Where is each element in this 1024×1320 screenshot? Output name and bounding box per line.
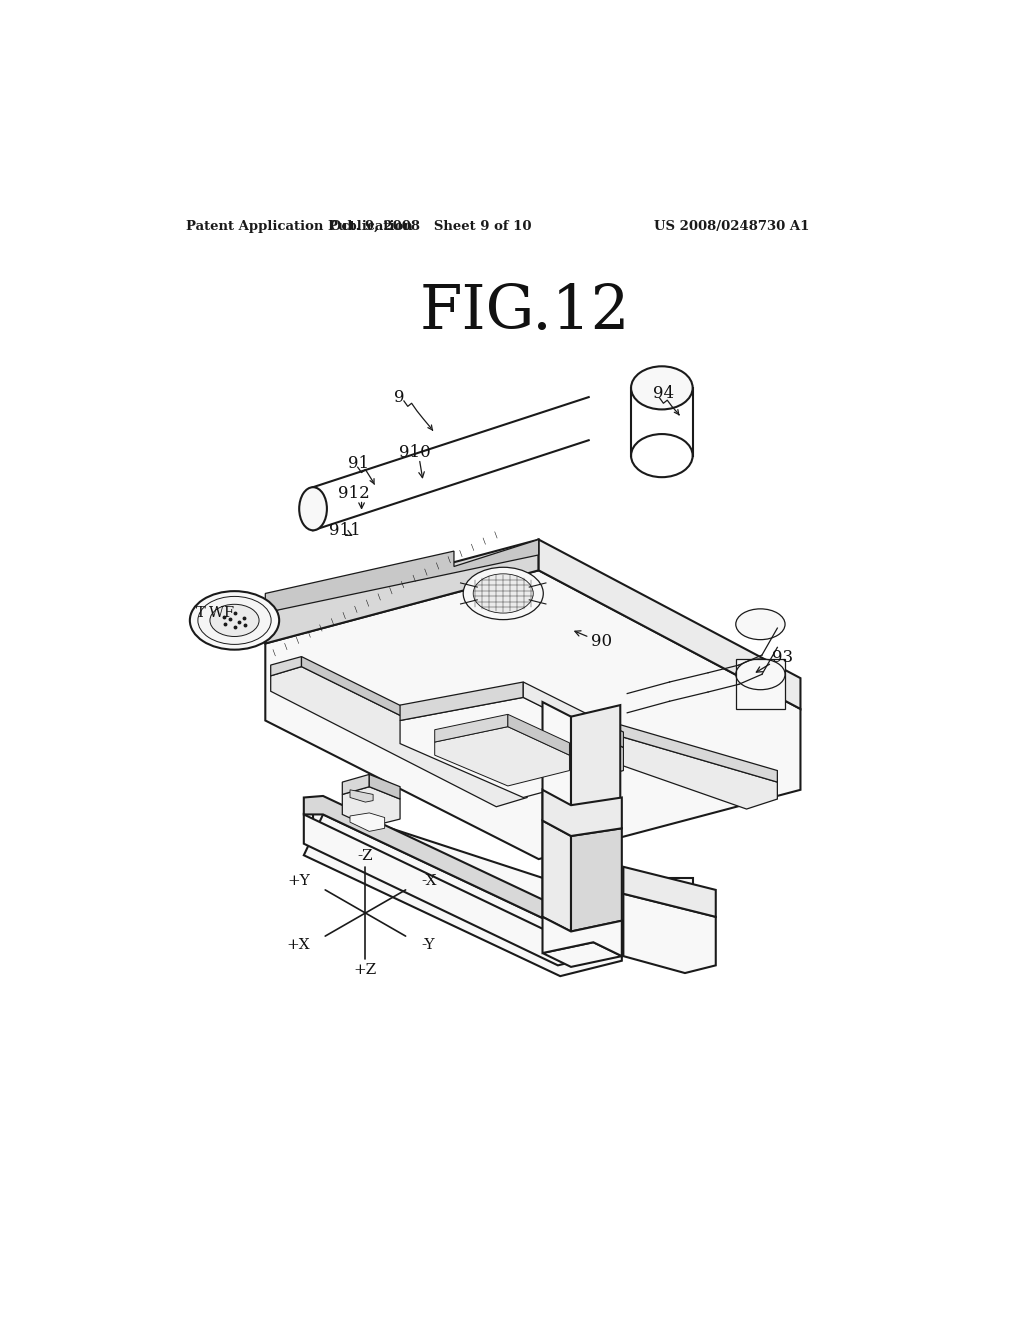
- Text: 9: 9: [394, 388, 404, 405]
- Polygon shape: [342, 775, 370, 795]
- Polygon shape: [265, 540, 539, 612]
- Polygon shape: [543, 821, 571, 932]
- Polygon shape: [350, 789, 373, 803]
- Ellipse shape: [736, 609, 785, 640]
- Polygon shape: [370, 775, 400, 799]
- Polygon shape: [523, 682, 624, 747]
- Polygon shape: [265, 570, 801, 859]
- Text: US 2008/0248730 A1: US 2008/0248730 A1: [654, 219, 810, 232]
- Text: -Y: -Y: [421, 939, 434, 952]
- Text: 910: 910: [398, 444, 430, 461]
- Polygon shape: [631, 878, 692, 945]
- Text: 91: 91: [348, 455, 369, 471]
- Polygon shape: [342, 787, 400, 826]
- Text: +Z: +Z: [353, 962, 377, 977]
- Text: 94: 94: [652, 384, 674, 401]
- Ellipse shape: [189, 591, 280, 649]
- Text: Oct. 9, 2008   Sheet 9 of 10: Oct. 9, 2008 Sheet 9 of 10: [330, 219, 531, 232]
- Ellipse shape: [473, 574, 534, 612]
- Polygon shape: [265, 540, 539, 644]
- Text: +X: +X: [287, 939, 310, 952]
- Text: +Y: +Y: [287, 874, 310, 888]
- Text: 912: 912: [339, 484, 371, 502]
- Polygon shape: [400, 697, 624, 797]
- Polygon shape: [435, 726, 569, 785]
- Polygon shape: [543, 906, 621, 932]
- Polygon shape: [539, 540, 801, 709]
- Polygon shape: [400, 682, 523, 721]
- Polygon shape: [543, 942, 622, 966]
- Polygon shape: [304, 814, 622, 965]
- Polygon shape: [508, 714, 569, 755]
- Polygon shape: [571, 705, 621, 932]
- Polygon shape: [313, 803, 589, 936]
- Text: T: T: [196, 606, 206, 619]
- Text: 911: 911: [330, 521, 361, 539]
- Polygon shape: [304, 796, 571, 932]
- Polygon shape: [301, 656, 527, 779]
- Polygon shape: [585, 729, 777, 809]
- Polygon shape: [585, 717, 777, 781]
- Polygon shape: [571, 829, 622, 932]
- Text: W: W: [209, 606, 224, 619]
- Polygon shape: [304, 814, 622, 977]
- Text: F: F: [223, 606, 233, 619]
- Text: 93: 93: [772, 649, 794, 665]
- Polygon shape: [270, 656, 301, 676]
- Polygon shape: [350, 813, 385, 832]
- Text: -Z: -Z: [357, 849, 373, 863]
- Ellipse shape: [299, 487, 327, 531]
- Polygon shape: [270, 667, 527, 807]
- Polygon shape: [736, 659, 785, 709]
- Text: -X: -X: [421, 874, 436, 888]
- Text: 90: 90: [591, 634, 612, 651]
- Polygon shape: [543, 917, 622, 956]
- Ellipse shape: [631, 367, 692, 409]
- Ellipse shape: [210, 605, 259, 636]
- Text: Patent Application Publication: Patent Application Publication: [186, 219, 413, 232]
- Ellipse shape: [198, 597, 271, 644]
- Polygon shape: [543, 789, 622, 836]
- Polygon shape: [435, 714, 508, 742]
- Polygon shape: [624, 867, 716, 917]
- Text: FIG.12: FIG.12: [420, 282, 630, 342]
- Polygon shape: [543, 702, 571, 932]
- Polygon shape: [624, 894, 716, 973]
- Ellipse shape: [463, 568, 544, 619]
